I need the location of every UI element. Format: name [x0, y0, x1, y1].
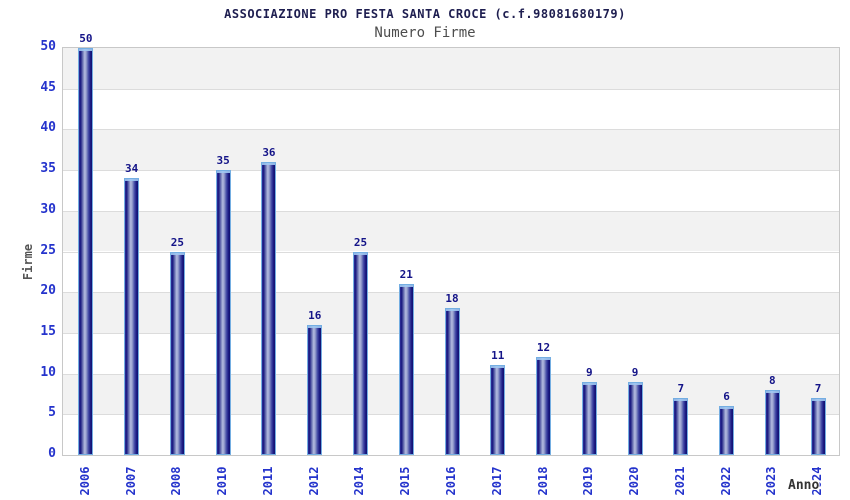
bar-2014: [352, 251, 368, 455]
bar-2021: [673, 398, 689, 455]
bar-value-label: 35: [216, 154, 230, 168]
bar-value-label: 34: [125, 162, 139, 176]
plot-band: [63, 129, 839, 171]
plot-band: [63, 210, 839, 252]
bar-2006: [78, 48, 94, 455]
y-tick-label: 10: [40, 364, 56, 380]
bar-value-label: 18: [445, 292, 459, 306]
x-tick-label-2014: 2014: [352, 466, 367, 496]
x-tick-label-2015: 2015: [398, 466, 413, 496]
bar-value-label: 7: [677, 382, 685, 396]
x-tick-label-2016: 2016: [444, 466, 458, 496]
x-tick-label-2018: 2018: [535, 466, 550, 496]
x-tick-label-2006: 2006: [77, 466, 92, 496]
y-tick-label: 35: [40, 161, 56, 177]
x-tick-label-2008: 2008: [169, 466, 184, 496]
x-tick-label-2020: 2020: [627, 466, 642, 496]
x-tick-label-2007: 2007: [123, 466, 138, 496]
bar-2023: [764, 389, 780, 455]
x-tick-label-2023: 2023: [764, 466, 779, 496]
y-tick-label: 50: [40, 39, 56, 54]
bar-value-label: 6: [723, 390, 730, 404]
chart-title: ASSOCIAZIONE PRO FESTA SANTA CROCE (c.f.…: [224, 7, 626, 21]
bar-2018: [536, 357, 552, 455]
bar-value-label: 7: [814, 382, 822, 396]
bar-value-label: 21: [399, 268, 413, 282]
bar-value-label: 9: [631, 365, 639, 379]
bar-2022: [719, 406, 735, 455]
y-tick-label: 5: [48, 405, 56, 421]
y-tick-label: 20: [40, 283, 56, 299]
plot-band: [63, 251, 839, 293]
bar-value-label: 9: [585, 365, 593, 379]
bar-value-label: 16: [308, 308, 322, 322]
y-tick-label: 40: [40, 120, 56, 136]
plot-band: [63, 88, 839, 130]
y-tick-label: 25: [40, 242, 56, 258]
y-tick-label: 30: [40, 201, 56, 217]
x-axis-label: Anno: [788, 478, 820, 493]
plot-band: [63, 48, 839, 89]
bar-2019: [581, 381, 597, 455]
bar-2015: [398, 284, 414, 455]
bar-value-label: 36: [262, 145, 276, 159]
bar-value-label: 11: [491, 349, 505, 363]
x-tick-label-2011: 2011: [260, 466, 275, 496]
chart-subtitle: Numero Firme: [374, 25, 476, 41]
bar-value-label: 25: [170, 235, 185, 249]
bar-value-label: 50: [79, 32, 93, 45]
bar-2007: [124, 178, 140, 455]
y-tick-label: 0: [48, 446, 56, 461]
bar-value-label: 12: [536, 341, 551, 355]
plot-area: 50 34 25 35 36 16 25 21 18 11 12 9 9 7 6 8 7: [62, 32, 840, 456]
bar-2017: [490, 365, 506, 455]
x-tick-label-2012: 2012: [306, 466, 321, 496]
bar-2011: [261, 161, 277, 455]
bar-value-label: 8: [769, 373, 776, 387]
x-tick-label-2021: 2021: [672, 466, 687, 496]
bar-2012: [307, 324, 323, 455]
y-tick-label: 45: [40, 79, 56, 95]
bar-2024: [810, 398, 826, 455]
bar-value-label: 25: [353, 235, 368, 249]
bar-2008: [169, 251, 185, 455]
bar-2016: [444, 308, 460, 455]
x-tick-label-2017: 2017: [489, 466, 504, 496]
x-tick-label-2019: 2019: [581, 466, 596, 496]
y-tick-label: 15: [40, 323, 56, 339]
bar-2020: [627, 381, 643, 455]
x-tick-label-2022: 2022: [718, 466, 733, 496]
plot-band: [63, 170, 839, 211]
bar-2010: [215, 170, 231, 455]
x-tick-label-2010: 2010: [215, 466, 230, 496]
